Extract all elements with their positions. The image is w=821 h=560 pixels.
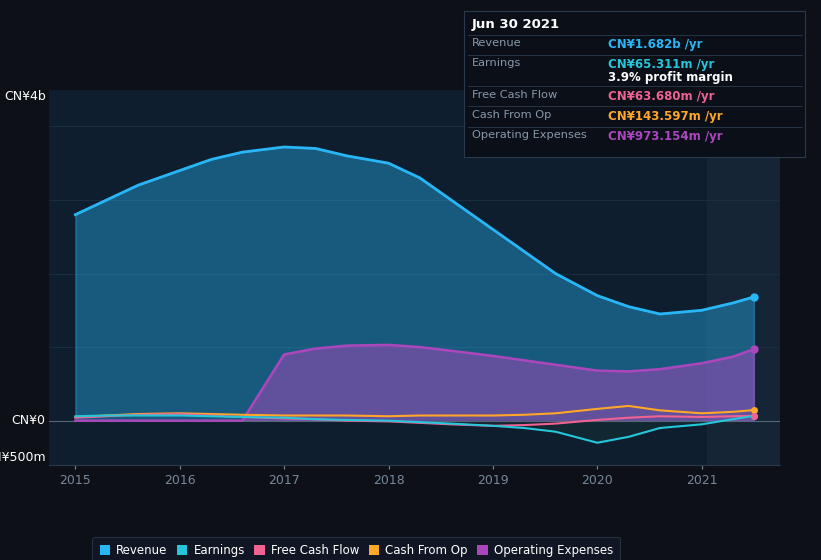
Text: CN¥0: CN¥0: [11, 414, 46, 427]
Text: CN¥973.154m /yr: CN¥973.154m /yr: [608, 130, 722, 143]
Text: Revenue: Revenue: [472, 38, 521, 48]
Bar: [707, 90, 780, 465]
Text: CN¥4b: CN¥4b: [4, 90, 46, 102]
Text: Operating Expenses: Operating Expenses: [472, 130, 587, 140]
Text: CN¥63.680m /yr: CN¥63.680m /yr: [608, 90, 714, 102]
Text: CN¥1.682b /yr: CN¥1.682b /yr: [608, 38, 702, 51]
Text: Jun 30 2021: Jun 30 2021: [472, 18, 560, 31]
Text: Cash From Op: Cash From Op: [472, 110, 552, 120]
Text: Earnings: Earnings: [472, 58, 521, 68]
Legend: Revenue, Earnings, Free Cash Flow, Cash From Op, Operating Expenses: Revenue, Earnings, Free Cash Flow, Cash …: [93, 537, 620, 560]
Text: CN¥65.311m /yr: CN¥65.311m /yr: [608, 58, 714, 71]
Text: Free Cash Flow: Free Cash Flow: [472, 90, 557, 100]
Text: CN¥143.597m /yr: CN¥143.597m /yr: [608, 110, 722, 123]
Text: -CN¥500m: -CN¥500m: [0, 451, 46, 464]
Text: 3.9% profit margin: 3.9% profit margin: [608, 71, 732, 83]
